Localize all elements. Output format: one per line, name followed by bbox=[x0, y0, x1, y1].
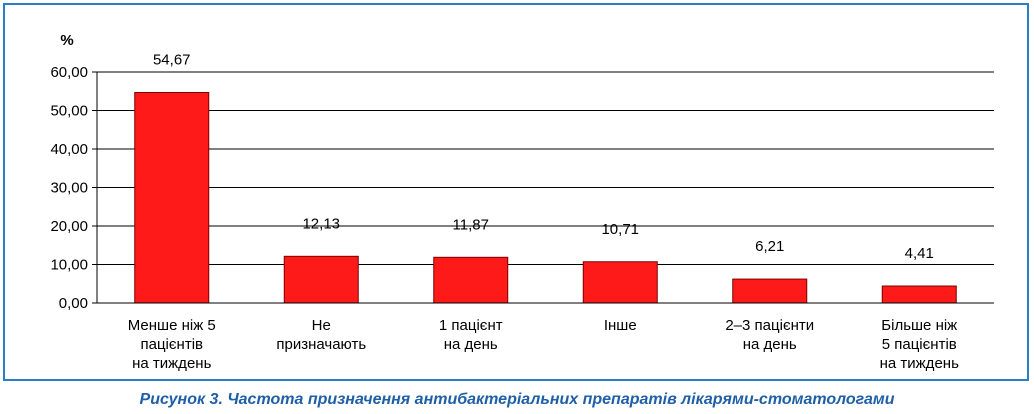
y-tick-label: 50,00 bbox=[50, 103, 88, 120]
figure-caption: Рисунок 3. Частота призначення антибакте… bbox=[139, 391, 895, 408]
bar bbox=[134, 92, 210, 304]
y-tick-label: 10,00 bbox=[50, 257, 88, 274]
y-tick-label: 30,00 bbox=[50, 180, 88, 197]
y-tick-label: 0,00 bbox=[59, 295, 88, 312]
x-tick-label: Більше ніж 5 пацієнтів на тиждень bbox=[880, 317, 959, 372]
x-tick-label: 1 пацієнт на день bbox=[439, 317, 503, 353]
y-axis-label: % bbox=[60, 32, 73, 49]
x-tick-label: Менше ніж 5 пацієнтів на тиждень bbox=[128, 317, 216, 372]
y-tick-label: 60,00 bbox=[50, 64, 88, 81]
y-tick-label: 20,00 bbox=[50, 218, 88, 235]
x-tick-label: Інше bbox=[604, 317, 637, 334]
bar bbox=[433, 256, 509, 304]
x-tick-label: 2–3 пацієнти на день bbox=[725, 317, 814, 353]
bar-chart: 0,00 10,00 20,00 30,00 40,00 50,00 60,00% 54,67… bbox=[50, 32, 994, 372]
data-label: 54,67 bbox=[153, 52, 191, 69]
y-tick-label: 40,00 bbox=[50, 141, 88, 158]
data-label: 12,13 bbox=[302, 215, 340, 232]
data-label: 4,41 bbox=[905, 245, 934, 262]
data-label: 10,71 bbox=[601, 221, 639, 238]
chart-frame bbox=[3, 3, 1029, 381]
data-label: 6,21 bbox=[755, 238, 784, 255]
bar bbox=[283, 255, 359, 304]
bar bbox=[732, 278, 808, 304]
bar bbox=[881, 285, 957, 304]
data-label: 11,87 bbox=[453, 216, 489, 233]
x-tick-label: Не призначають bbox=[276, 317, 366, 353]
bar bbox=[582, 261, 658, 304]
